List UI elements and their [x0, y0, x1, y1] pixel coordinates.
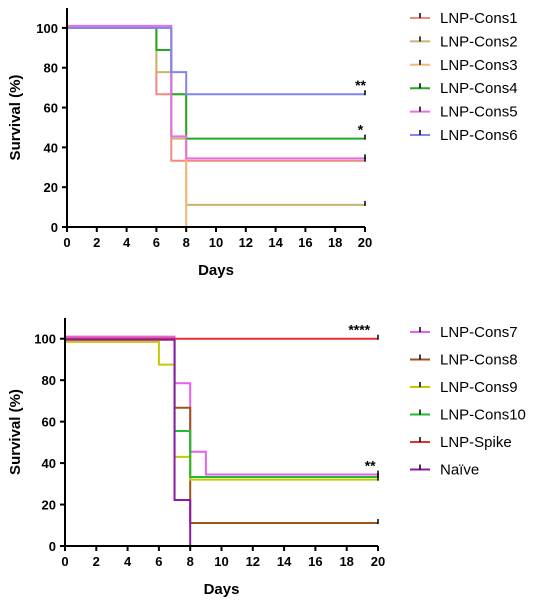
chart1-x-tick-label-16: 16 — [298, 235, 312, 250]
chart2-series-line-1 — [65, 335, 378, 476]
chart2-x-tick-label-14: 14 — [277, 554, 292, 569]
chart1-significance-label-1: ** — [355, 77, 366, 93]
chart2-x-tick-label-10: 10 — [214, 554, 228, 569]
chart2-y-tick-label-100: 100 — [34, 332, 56, 347]
chart1-x-tick-label-14: 14 — [268, 235, 283, 250]
chart2-y-tick-label-80: 80 — [42, 373, 56, 388]
chart1-x-tick-label-18: 18 — [328, 235, 342, 250]
chart2-significance-label-2: ** — [365, 457, 376, 473]
chart2-series-line-6 — [65, 338, 192, 546]
chart2-legend-label-2: LNP-Cons8 — [440, 352, 518, 369]
chart2-x-axis-title: Days — [204, 581, 240, 598]
chart2-y-tick-label-20: 20 — [42, 498, 56, 513]
chart1-x-tick-label-2: 2 — [93, 235, 100, 250]
chart1-series-line-3 — [67, 26, 188, 227]
chart1-legend-label-4: LNP-Cons4 — [440, 80, 518, 97]
chart1-legend-label-3: LNP-Cons3 — [440, 57, 518, 74]
chart1-series-line-4 — [67, 26, 365, 140]
chart1-y-axis-title: Survival (%) — [7, 75, 24, 161]
chart1-x-tick-label-8: 8 — [183, 235, 190, 250]
chart2-legend-label-1: LNP-Cons7 — [440, 324, 518, 341]
chart2-x-tick-label-12: 12 — [246, 554, 260, 569]
chart1-series-line-5 — [67, 24, 365, 160]
chart2-y-tick-label-0: 0 — [49, 539, 56, 554]
chart1-x-tick-label-12: 12 — [239, 235, 253, 250]
chart2-x-tick-label-18: 18 — [339, 554, 353, 569]
chart2-x-tick-label-6: 6 — [155, 554, 162, 569]
chart2-legend-label-5: LNP-Spike — [440, 434, 512, 451]
chart2-y-axis-title: Survival (%) — [7, 389, 24, 475]
chart1-x-tick-label-6: 6 — [153, 235, 160, 250]
chart2-significance-label-1: **** — [348, 322, 370, 338]
chart1-panel: 0 2 4 6 8 10 12 14 16 18 20 0 20 40 60 80 100 Days Surviva… — [7, 8, 518, 279]
chart1-y-tick-label-0: 0 — [51, 220, 58, 235]
chart1-y-tick-label-80: 80 — [44, 61, 58, 76]
chart1-y-tick-label-100: 100 — [36, 21, 58, 36]
chart2-x-tick-label-0: 0 — [61, 554, 68, 569]
chart1-x-tick-label-20: 20 — [358, 235, 372, 250]
chart2-legend-label-6: Naïve — [440, 462, 479, 479]
chart1-significance-label-2: * — [358, 122, 364, 138]
chart2-x-tick-label-2: 2 — [93, 554, 100, 569]
chart1-x-axis-title: Days — [198, 262, 234, 279]
chart2-legend-label-4: LNP-Cons10 — [440, 407, 526, 424]
chart2-x-tick-label-8: 8 — [187, 554, 194, 569]
chart2-series-line-3 — [65, 340, 378, 481]
chart1-x-tick-label-0: 0 — [63, 235, 70, 250]
chart2-legend-label-3: LNP-Cons9 — [440, 379, 518, 396]
chart2-x-tick-label-4: 4 — [124, 554, 132, 569]
chart1-series-line-6 — [67, 26, 365, 96]
chart2-panel: 0 2 4 6 8 10 12 14 16 18 20 0 20 40 60 80 100 Days Surviva… — [7, 318, 526, 598]
chart2-y-tick-label-40: 40 — [42, 456, 56, 471]
chart2-series-line-2 — [65, 337, 378, 524]
chart1-legend-label-1: LNP-Cons1 — [440, 10, 518, 27]
chart1-series-line-2 — [67, 26, 365, 206]
chart1-y-tick-label-40: 40 — [44, 140, 58, 155]
chart2-y-tick-label-60: 60 — [42, 415, 56, 430]
chart2-series-line-4 — [65, 337, 378, 478]
chart1-legend-label-5: LNP-Cons5 — [440, 104, 518, 121]
chart1-legend-label-6: LNP-Cons6 — [440, 127, 518, 144]
chart1-y-tick-label-60: 60 — [44, 101, 58, 116]
chart2-x-tick-label-16: 16 — [308, 554, 322, 569]
chart1-x-tick-label-10: 10 — [209, 235, 223, 250]
chart1-legend-label-2: LNP-Cons2 — [440, 33, 518, 50]
chart1-y-tick-label-20: 20 — [44, 180, 58, 195]
chart1-x-tick-label-4: 4 — [123, 235, 131, 250]
chart2-x-tick-label-20: 20 — [371, 554, 385, 569]
